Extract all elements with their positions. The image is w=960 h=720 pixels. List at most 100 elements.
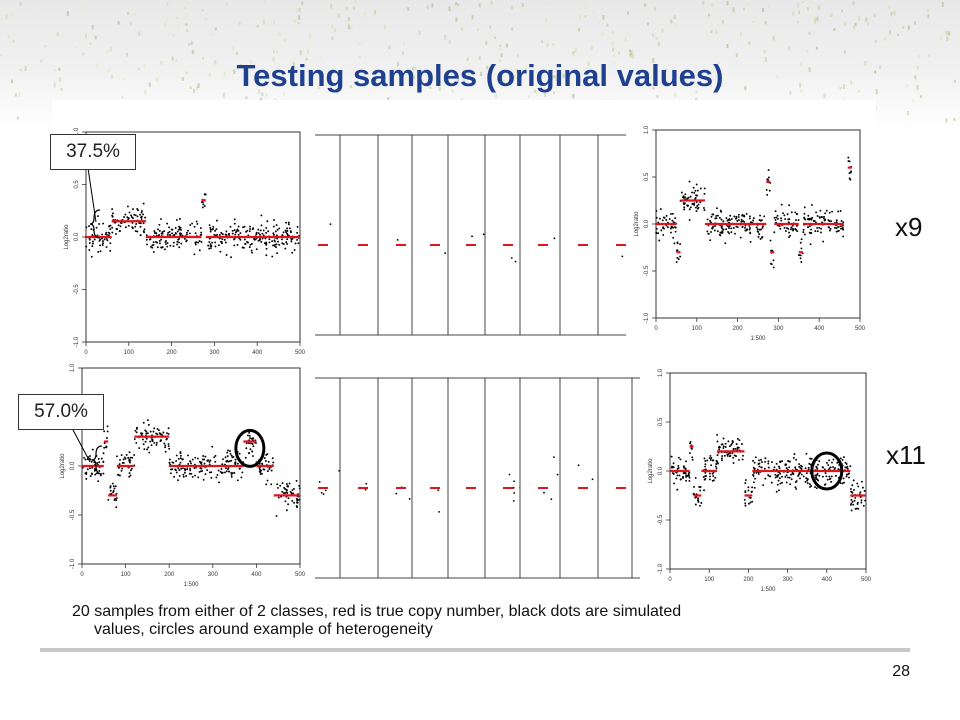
simulated-point (261, 462, 264, 465)
simulated-point (191, 458, 194, 461)
header-dot (842, 84, 845, 89)
simulated-point (228, 450, 231, 453)
simulated-point (93, 469, 96, 472)
simulated-point (129, 461, 131, 464)
header-dot (945, 30, 948, 35)
header-dot (177, 24, 180, 28)
header-dot (652, 57, 655, 63)
y-tick-label: -0.5 (658, 514, 664, 525)
simulated-point (781, 460, 783, 463)
x-tick-label: 300 (208, 572, 219, 578)
simulated-point (151, 244, 154, 247)
simulated-point (115, 492, 118, 495)
simulated-point (199, 470, 202, 473)
simulated-point (704, 474, 707, 477)
simulated-point (276, 483, 279, 486)
header-dot (800, 89, 803, 93)
simulated-point (818, 460, 821, 463)
simulated-point (730, 217, 733, 220)
simulated-point (817, 463, 819, 466)
header-dot (297, 22, 300, 25)
simulated-point (281, 482, 284, 485)
simulated-point (744, 482, 747, 485)
simulated-point (153, 441, 156, 444)
simulated-point (179, 234, 182, 237)
simulated-point (710, 215, 713, 218)
header-dot (726, 44, 729, 49)
simulated-point (714, 476, 717, 479)
x-tick-label: 500 (295, 572, 306, 578)
simulated-point (856, 482, 859, 485)
simulated-point (843, 481, 845, 484)
simulated-point (835, 221, 838, 224)
simulated-point (676, 474, 679, 477)
simulated-point (693, 191, 696, 194)
simulated-point (85, 226, 88, 229)
simulated-point (255, 233, 258, 236)
simulated-point (786, 213, 789, 216)
simulated-point (145, 234, 148, 237)
simulated-point (670, 455, 673, 458)
header-dot (187, 1, 190, 4)
header-dot (586, 77, 589, 82)
header-dot (546, 43, 549, 48)
simulated-point (745, 229, 748, 232)
simulated-point (261, 472, 263, 475)
header-dot (602, 14, 605, 20)
simulated-point (778, 489, 780, 492)
simulated-point (249, 228, 251, 230)
simulated-point (198, 460, 201, 463)
simulated-point (227, 233, 230, 236)
callout-pointer (71, 427, 91, 463)
simulated-point (273, 219, 275, 221)
simulated-point (730, 227, 733, 230)
simulated-point (109, 486, 112, 489)
simulated-point (781, 475, 783, 478)
simulated-point (689, 440, 692, 443)
simulated-point (170, 468, 172, 471)
simulated-point (286, 485, 289, 488)
simulated-point (744, 502, 747, 505)
simulated-point (790, 478, 793, 481)
simulated-point (97, 215, 99, 218)
simulated-point (93, 238, 96, 241)
simulated-point (802, 231, 805, 234)
simulated-point (688, 452, 691, 455)
header-dot (852, 1, 855, 6)
simulated-point (130, 216, 133, 218)
simulated-point (200, 201, 203, 204)
simulated-point (806, 226, 809, 229)
panel-point (364, 488, 367, 491)
header-dot (874, 70, 877, 74)
simulated-point (762, 225, 764, 228)
simulated-point (212, 225, 215, 228)
simulated-point (740, 443, 743, 445)
header-dot (797, 10, 800, 15)
simulated-point (218, 481, 221, 484)
header-dot (918, 54, 921, 59)
simulated-point (140, 215, 143, 218)
simulated-point (657, 232, 660, 235)
header-dot (461, 28, 464, 31)
header-dot (66, 11, 69, 16)
simulated-point (186, 231, 188, 234)
simulated-point (249, 243, 252, 246)
simulated-point (109, 485, 112, 488)
simulated-point (174, 469, 177, 472)
simulated-point (821, 221, 824, 224)
simulated-point (812, 219, 815, 222)
x-tick-label: 500 (295, 350, 306, 356)
header-dot (919, 95, 922, 98)
simulated-point (809, 243, 812, 246)
simulated-point (689, 442, 691, 445)
simulated-point (700, 502, 703, 504)
simulated-point (796, 213, 798, 216)
simulated-point (148, 451, 151, 454)
header-dot (670, 19, 673, 24)
simulated-point (737, 216, 740, 218)
simulated-point (691, 456, 694, 459)
header-dot (883, 37, 886, 41)
simulated-point (740, 218, 743, 221)
sample-count-bottom: x11 (886, 440, 926, 470)
